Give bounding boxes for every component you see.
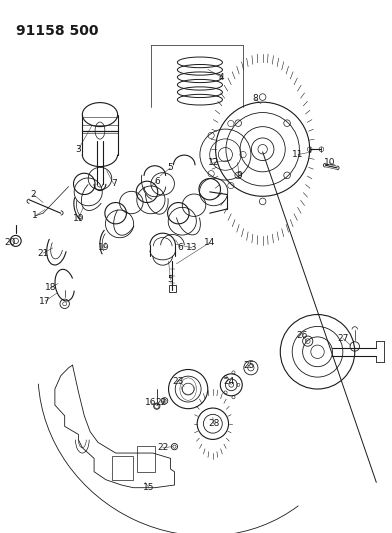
Text: 16: 16	[145, 398, 157, 407]
Text: 22: 22	[157, 443, 168, 452]
Text: 7: 7	[111, 180, 116, 188]
Text: 23: 23	[172, 377, 184, 385]
Text: 18: 18	[45, 284, 57, 292]
Text: 28: 28	[208, 419, 220, 428]
Text: 6: 6	[178, 244, 183, 252]
Text: 13: 13	[186, 244, 198, 252]
Text: 14: 14	[204, 238, 216, 247]
Text: 22: 22	[155, 398, 166, 407]
Text: 91158 500: 91158 500	[16, 24, 98, 38]
Text: 19: 19	[98, 244, 110, 252]
Text: 24: 24	[224, 377, 235, 385]
Text: 1: 1	[33, 212, 38, 220]
Text: 25: 25	[243, 361, 255, 369]
Text: 11: 11	[292, 150, 304, 159]
Text: 27: 27	[337, 334, 349, 343]
Bar	[112, 456, 133, 480]
Text: 26: 26	[296, 332, 308, 340]
Text: 8: 8	[252, 94, 258, 103]
Text: 12: 12	[208, 158, 220, 167]
Text: 4: 4	[219, 73, 224, 82]
Text: 10: 10	[323, 158, 335, 167]
Text: 19: 19	[73, 214, 84, 223]
Bar	[137, 446, 155, 472]
Text: 15: 15	[143, 483, 155, 492]
Text: 5: 5	[168, 164, 173, 172]
Text: 21: 21	[37, 249, 49, 257]
Text: 20: 20	[4, 238, 16, 247]
Text: 9: 9	[236, 172, 242, 180]
Text: 6: 6	[154, 177, 160, 185]
Text: 17: 17	[39, 297, 51, 305]
Text: 2: 2	[31, 190, 36, 199]
Text: 5: 5	[168, 276, 173, 284]
Text: 3: 3	[76, 145, 81, 154]
Bar	[169, 285, 176, 292]
